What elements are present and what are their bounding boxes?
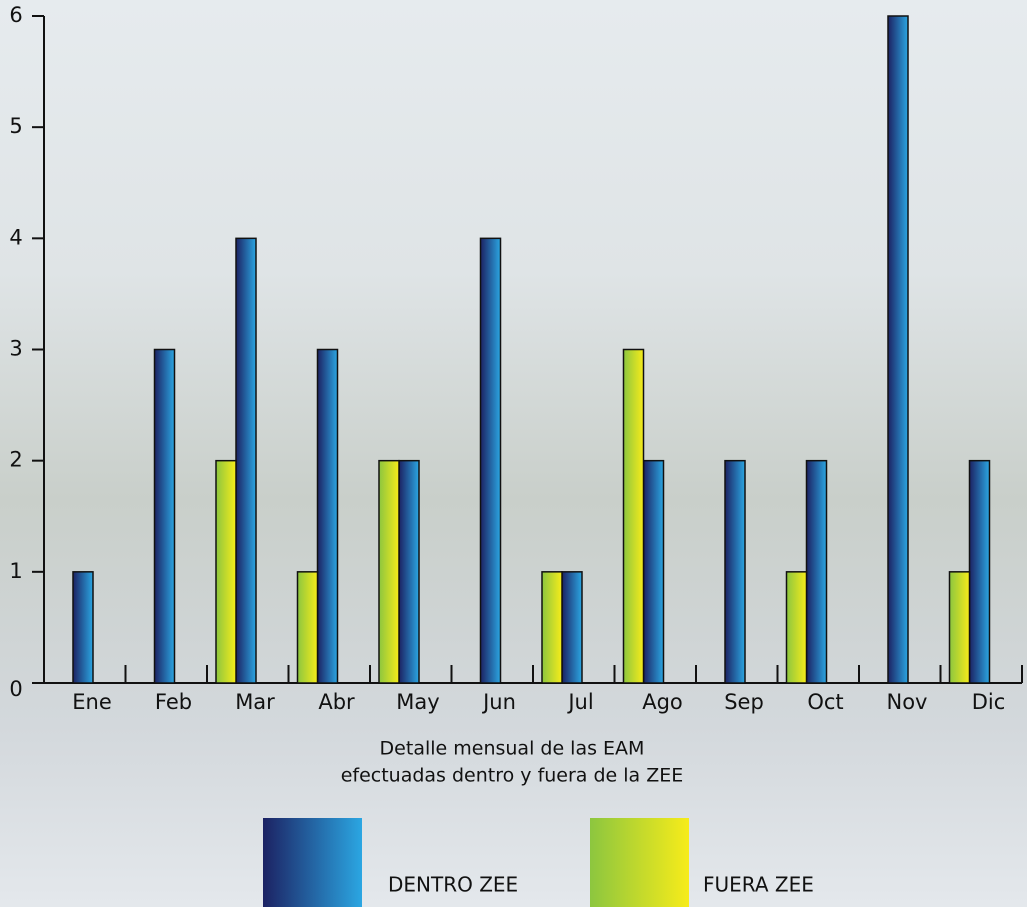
bar (73, 572, 93, 683)
legend-label: DENTRO ZEE (388, 873, 518, 897)
y-tick-label: 5 (9, 114, 22, 138)
x-tick-label: May (396, 690, 439, 714)
legend-label: FUERA ZEE (703, 873, 814, 897)
bar (318, 350, 338, 684)
bar (216, 461, 236, 683)
x-tick-label: Sep (724, 690, 764, 714)
x-tick-label: Oct (807, 690, 843, 714)
bar (644, 461, 664, 683)
x-tick-label: Ene (72, 690, 112, 714)
x-tick-label: Nov (887, 690, 928, 714)
bar (562, 572, 582, 683)
chart: Detalle mensual de las EAM efectuadas de… (0, 0, 1027, 907)
bar (399, 461, 419, 683)
bar (236, 238, 256, 683)
legend-swatch (263, 818, 362, 907)
x-axis-label: Detalle mensual de las EAM (380, 738, 645, 760)
x-tick-label: Jul (566, 690, 593, 714)
bar (542, 572, 562, 683)
x-tick-label: Abr (318, 690, 355, 714)
bar (481, 238, 501, 683)
bar (155, 350, 175, 684)
bar (298, 572, 318, 683)
x-tick-label: Mar (235, 690, 275, 714)
y-tick-label: 0 (9, 677, 22, 701)
y-tick-label: 3 (9, 337, 22, 361)
bar (970, 461, 990, 683)
x-tick-label: Dic (972, 690, 1006, 714)
y-tick-label: 2 (9, 448, 22, 472)
x-axis-label: efectuadas dentro y fuera de la ZEE (341, 765, 684, 787)
bar (888, 16, 908, 683)
y-tick-label: 6 (9, 3, 22, 27)
x-tick-label: Ago (642, 690, 683, 714)
bar (624, 350, 644, 684)
bar (950, 572, 970, 683)
bar (807, 461, 827, 683)
legend-swatch (590, 818, 689, 907)
bar (787, 572, 807, 683)
bar (379, 461, 399, 683)
y-tick-label: 1 (9, 559, 22, 583)
y-tick-label: 4 (9, 225, 22, 249)
x-tick-label: Feb (155, 690, 192, 714)
bar (725, 461, 745, 683)
x-tick-label: Jun (481, 690, 516, 714)
